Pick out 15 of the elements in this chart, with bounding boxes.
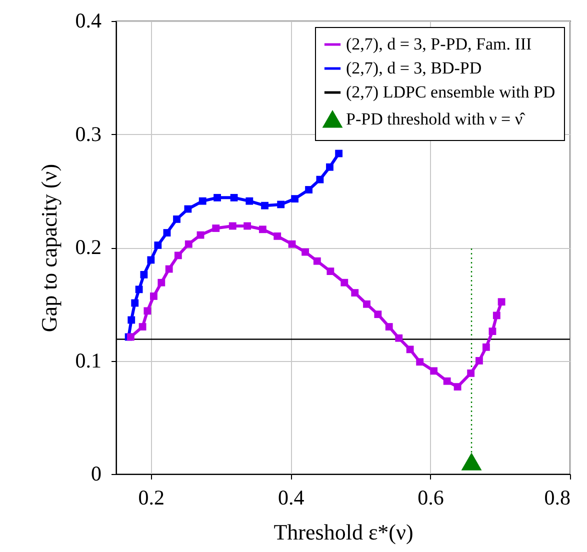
- legend-label: (2,7), d = 3, P-PD, Fam. III: [346, 34, 532, 54]
- x-axis-title: Threshold ε*(ν): [274, 520, 414, 544]
- x-tick-label: 0.4: [278, 486, 305, 510]
- y-tick-label: 0.2: [75, 235, 102, 259]
- x-tick-label: 0.6: [418, 486, 444, 510]
- y-tick-label: 0.4: [75, 8, 102, 32]
- x-tick-label: 0.8: [544, 486, 570, 510]
- y-tick-label: 0.1: [75, 348, 102, 372]
- y-tick-label: 0: [91, 462, 102, 486]
- y-tick-label: 0.3: [75, 122, 102, 146]
- y-axis-title: Gap to capacity (ν): [36, 164, 62, 332]
- x-tick-label: 0.2: [138, 486, 165, 510]
- legend-label: P-PD threshold with ν = ν̂: [346, 110, 526, 128]
- legend-label: (2,7) LDPC ensemble with PD: [346, 82, 556, 102]
- legend-label: (2,7), d = 3, BD-PD: [346, 58, 482, 78]
